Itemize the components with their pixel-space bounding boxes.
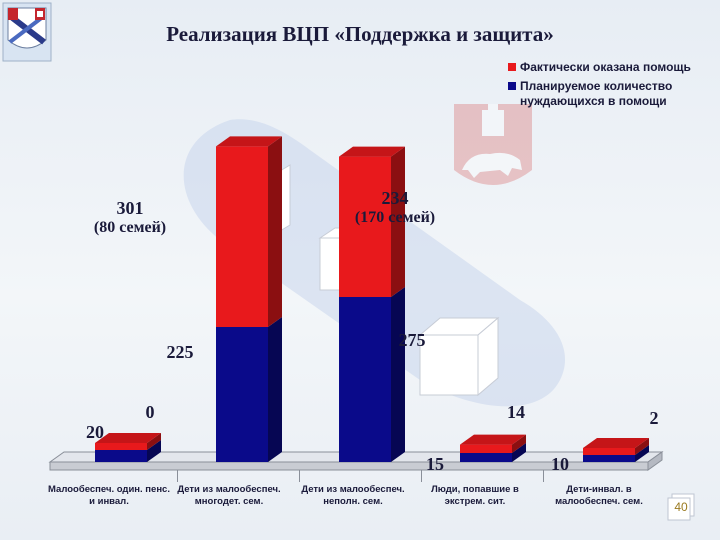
category-label: Дети-инвал. в малообеспеч. сем. bbox=[555, 484, 643, 507]
page-number-text: 40 bbox=[674, 500, 688, 514]
bar-actual-front bbox=[460, 444, 512, 453]
bar-planned-front bbox=[460, 453, 512, 462]
category-label: Люди, попавшие в экстрем. сит. bbox=[431, 484, 519, 507]
data-label-planned: 10 bbox=[551, 454, 569, 474]
bar-actual-side bbox=[147, 433, 161, 450]
bar-actual-front bbox=[216, 146, 268, 327]
data-label-planned: 275 bbox=[398, 330, 426, 350]
city-coat-of-arms-icon bbox=[2, 2, 52, 62]
bar-planned-side bbox=[512, 443, 526, 462]
page-number-icon bbox=[667, 493, 695, 521]
bar-actual-top bbox=[216, 136, 282, 147]
bar-planned-front bbox=[216, 327, 268, 462]
legend-swatch-planned bbox=[508, 82, 516, 90]
bar-actual-side bbox=[391, 146, 405, 297]
data-label-actual: 2 bbox=[649, 408, 659, 428]
category-label: Дети из малообеспеч. неполн. сем. bbox=[301, 484, 405, 507]
legend-label-planned: Планируемое количество нуждающихся в пом… bbox=[520, 79, 673, 108]
data-label-actual: 14 bbox=[507, 402, 525, 422]
bar-actual-top bbox=[460, 434, 526, 445]
bar-actual-top bbox=[95, 433, 161, 443]
bar-actual-side bbox=[635, 438, 649, 455]
bar-planned-front bbox=[339, 297, 391, 462]
data-label-planned: 20 bbox=[86, 422, 104, 442]
bar-actual-side bbox=[268, 136, 282, 327]
bar-planned-side bbox=[391, 287, 405, 462]
legend: Фактически оказана помощь Планируемое ко… bbox=[508, 60, 708, 113]
legend-label-actual: Фактически оказана помощь bbox=[520, 60, 691, 74]
bar-planned-side bbox=[635, 445, 649, 462]
data-label-planned: 225 bbox=[166, 342, 194, 362]
chart-floor-side bbox=[647, 451, 663, 471]
bar-planned-side bbox=[147, 440, 161, 462]
data-label-actual: 301 (80 семей) bbox=[93, 198, 167, 236]
bar-actual-side bbox=[512, 434, 526, 453]
legend-item-planned: Планируемое количество нуждающихся в пом… bbox=[508, 79, 708, 109]
bar-actual-top bbox=[583, 438, 649, 448]
bar-actual-top bbox=[339, 146, 405, 157]
data-label-actual: 0 bbox=[145, 402, 155, 422]
page-number: 40 bbox=[664, 492, 698, 522]
legend-swatch-actual bbox=[508, 63, 516, 71]
legend-item-actual: Фактически оказана помощь bbox=[508, 60, 708, 75]
bar-actual-front bbox=[95, 443, 147, 450]
category-label: Малообеспеч. один. пенс. и инвал. bbox=[48, 484, 170, 507]
category-label: Дети из малообеспеч. многодет. сем. bbox=[177, 484, 281, 507]
bar-actual-front bbox=[339, 156, 391, 297]
bar-actual-front bbox=[583, 448, 635, 455]
chart-title: Реализация ВЦП «Поддержка и защита» bbox=[166, 22, 554, 46]
data-label-actual: 234 (170 семей) bbox=[354, 188, 436, 226]
bear-coat-of-arms-icon bbox=[454, 104, 532, 185]
bar-planned-front bbox=[95, 450, 147, 462]
bar-planned-front bbox=[583, 455, 635, 462]
bar-planned-side bbox=[268, 317, 282, 462]
data-label-planned: 15 bbox=[426, 454, 444, 474]
